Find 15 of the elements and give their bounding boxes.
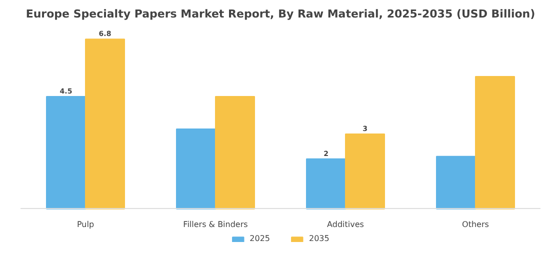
- chart-title: Europe Specialty Papers Market Report, By Raw Material, 2025-2035 (USD Billion): [26, 8, 536, 20]
- bar: [475, 76, 515, 210]
- x-tick-label: Pulp: [76, 220, 94, 229]
- bar: [345, 133, 385, 210]
- x-tick-label: Fillers & Binders: [183, 220, 248, 229]
- bar: [436, 156, 476, 210]
- legend-label: 2035: [309, 234, 330, 243]
- bar: [306, 158, 346, 210]
- bar: [215, 96, 255, 210]
- x-tick-label: Others: [462, 220, 489, 229]
- legend-label: 2025: [250, 234, 270, 243]
- bar: [46, 96, 86, 210]
- bar: [85, 38, 125, 210]
- bar: [176, 128, 216, 210]
- x-tick-label: Additives: [327, 220, 364, 229]
